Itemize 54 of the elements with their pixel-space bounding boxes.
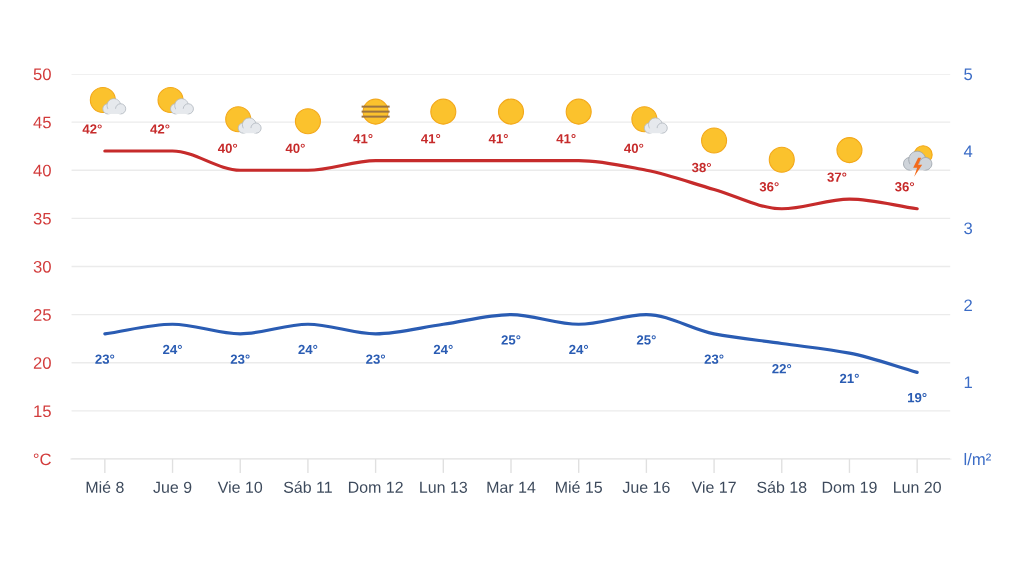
y-tick-label: 30 (33, 260, 51, 273)
y2-tick-label: 2 (964, 299, 972, 312)
x-tick-label: Sáb 11 (283, 481, 332, 493)
x-tick-label: Mié 8 (86, 481, 124, 493)
data-label: 23° (230, 354, 250, 364)
data-label: 25° (636, 335, 656, 345)
data-label: 23° (366, 354, 386, 364)
data-label: 41° (488, 134, 508, 144)
y-tick-label: 35 (33, 212, 51, 225)
data-label: 24° (298, 344, 318, 355)
data-label: 42° (82, 124, 102, 134)
data-label: 40° (217, 143, 238, 153)
data-label: 38° (691, 162, 711, 173)
y-tick-label: 50 (33, 68, 51, 81)
x-tick-label: Vie 10 (217, 481, 263, 493)
data-label: 19° (908, 392, 927, 403)
y-tick-label: 40 (33, 164, 51, 177)
data-label: 36° (759, 182, 779, 192)
data-label: 40° (624, 143, 644, 153)
data-label: 25° (501, 335, 521, 345)
data-label: 24° (163, 344, 182, 355)
y-tick-label: 25 (33, 309, 51, 321)
data-label: 41° (353, 134, 373, 144)
y2-tick-label: l/m² (964, 452, 991, 466)
data-label: 24° (569, 344, 589, 355)
x-tick-label: Sáb 18 (757, 481, 807, 493)
x-tick-label: Vie 17 (691, 481, 736, 493)
y2-tick-label: 3 (964, 222, 973, 235)
data-label: 40° (285, 143, 305, 153)
data-label: 24° (433, 344, 453, 355)
x-tick-label: Jue 16 (622, 481, 670, 493)
data-label: 36° (894, 182, 915, 192)
data-label: 41° (421, 134, 441, 144)
y-tick-label: °C (33, 453, 51, 466)
y2-tick-label: 4 (963, 145, 973, 158)
x-tick-label: Mar 14 (487, 481, 536, 493)
y-tick-label: 15 (34, 405, 51, 418)
x-tick-label: Dom 19 (822, 481, 877, 493)
y2-tick-label: 1 (964, 376, 972, 389)
x-tick-label: Dom 12 (348, 481, 403, 493)
x-tick-label: Lun 20 (894, 481, 941, 493)
y-tick-label: 45 (33, 116, 51, 129)
data-label: 23° (704, 354, 724, 364)
x-tick-label: Lun 13 (420, 481, 468, 493)
data-label: 41° (556, 134, 576, 144)
x-tick-label: Mié 15 (556, 481, 602, 493)
data-label: 21° (839, 373, 859, 383)
data-label: 42° (150, 124, 170, 134)
y2-tick-label: 5 (964, 68, 973, 81)
y-tick-label: 20 (33, 357, 51, 369)
data-label: 23° (95, 354, 115, 364)
x-tick-label: Jue 9 (153, 481, 192, 493)
data-label: 37° (827, 172, 847, 182)
data-label: 22° (772, 364, 792, 374)
